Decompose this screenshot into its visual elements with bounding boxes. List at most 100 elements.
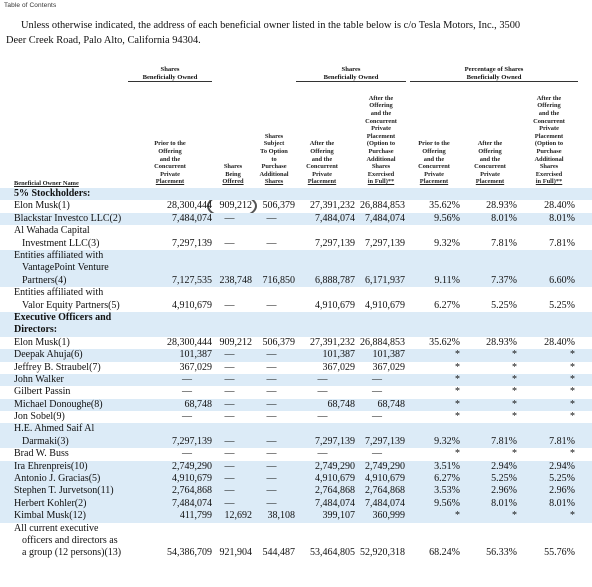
column-header-line: Being [225,170,241,178]
column-header-line: Offering [537,102,561,110]
owner-name: Ira Ehrenpreis(10) [14,461,154,473]
cell-col-2: — [224,398,235,410]
owner-name-line: Kimbal Musk(12) [14,510,86,522]
column-header-line: Purchase [536,147,562,155]
intro-line-2: Deer Creek Road, Palo Alto, California 9… [6,35,201,46]
cell-col-2: 12,692 [224,510,253,522]
owner-name-line: VantagePoint Venture [22,262,109,274]
column-header-line: Concurrent [474,163,506,171]
owner-name: Deepak Ahuja(6) [14,349,154,361]
owner-name: Kimbal Musk(12) [14,510,154,522]
column-header-line: Concurrent [154,163,186,171]
cell-col-2: 921,904 [219,547,253,559]
cell-col-8: 7.81% [549,237,575,249]
owner-name-line: officers and directors as [22,535,118,547]
cell-col-6: * [455,448,460,460]
cell-col-1: 28,300,444 [167,200,212,212]
cell-col-1: 2,749,290 [172,460,212,472]
cell-col-1: — [182,373,192,385]
table-row: Ira Ehrenpreis(10) 2,749,290 — — 2,749,290 2,… [0,460,592,474]
cell-col-6: 9.56% [434,497,460,509]
owner-name-line: Al Wahada Capital [14,225,90,237]
cell-col-7: * [512,398,517,410]
owner-name-line: Entities affiliated with [14,287,104,299]
owner-name: 5% Stockholders: [14,188,154,200]
table-row: Kimbal Musk(12) 411,799 12,692 38,108 399,10… [0,510,592,523]
cell-col-3: 506,379 [262,336,296,348]
cell-col-6: * [455,349,460,361]
cell-col-4: 27,391,232 [310,200,355,212]
owner-name-line: Elon Musk(1) [14,200,70,212]
column-header-line: Private [160,170,180,178]
owner-name: Entities affiliated with VantagePoint Ven… [14,250,154,287]
cell-col-6: 68.24% [429,547,460,559]
column-header-line: Placement [307,178,337,186]
column-header-line: Placement [475,178,505,186]
cell-col-5: 4,910,679 [365,299,405,311]
cell-col-3: — [266,386,277,398]
column-header-line: Additional [259,170,289,178]
cell-col-4: — [317,411,328,423]
cell-col-3: 506,379 [262,200,296,212]
cell-col-1: 367,029 [179,361,213,373]
cell-col-4: 68,748 [327,398,356,410]
column-header-line: Private [480,170,500,178]
table-row: Elon Musk(1) 28,300,444 909,212 506,379 27,3… [0,337,592,349]
cell-col-2: — [224,448,235,460]
column-header-line: Concurrent [365,117,397,125]
cell-col-3: — [266,497,277,509]
cell-col-1: 7,484,074 [172,497,212,509]
owner-name-line: Stephen T. Jurvetson(11) [14,485,114,497]
table-row: Jeffrey B. Straubel(7) 367,029 — — 367,029 36… [0,362,592,374]
cell-col-4: — [317,386,328,398]
table-row: Entities affiliated with Valor Equity Par… [0,287,592,312]
column-header-7: After the Offering and the Concurrent Privat… [462,140,518,186]
column-header-line: and the [159,155,181,163]
cell-col-4: 7,484,074 [315,497,355,509]
column-header-line: Prior to the [154,140,186,148]
cell-col-5: 101,387 [372,349,406,361]
column-header-line: Private [539,125,559,133]
owner-name: Elon Musk(1) [14,337,154,349]
group-header-line: Beneficially Owned [323,73,379,81]
cell-col-4: 7,297,139 [315,435,355,447]
table-row: All current executive officers and direct… [0,523,592,560]
owner-name-line: Entities affiliated with [14,249,104,261]
owner-name-line: Herbert Kohler(2) [14,497,87,509]
owner-name: Stephen T. Jurvetson(11) [14,485,154,497]
owner-header: Beneficial Owner Name [14,180,79,187]
owner-name-line: Blackstar Investco LLC(2) [14,212,122,224]
cell-col-3: — [266,373,277,385]
cell-col-1: 28,300,444 [167,336,212,348]
cell-col-1: 101,387 [179,349,213,361]
column-header-line: Placement [534,132,564,140]
cell-col-2: — [224,361,235,373]
cell-col-1: 68,748 [184,398,213,410]
owner-name: Gilbert Passin [14,386,154,398]
cell-col-2: — [224,473,235,485]
column-header-5: After the Offering and the Concurrent Privat… [355,95,407,186]
cell-col-8: 28.40% [544,336,575,348]
cell-col-3: 716,850 [262,274,296,286]
owner-name: John Walker [14,374,154,386]
column-header-line: (Option to [534,140,564,148]
cell-col-5: 2,764,868 [365,485,405,497]
column-header-line: After the [309,140,335,148]
column-header-line: Offered [222,178,244,186]
column-header-line: After the [536,94,562,102]
owner-name: Brad W. Buss [14,448,154,460]
cell-col-3: — [266,212,277,224]
table-of-contents-label: Table of Contents [4,2,57,9]
table-row: Herbert Kohler(2) 7,484,074 — — 7,484,074 7,4… [0,497,592,511]
cell-col-2: — [224,212,235,224]
cell-col-2: — [224,435,235,447]
cell-col-2: — [224,497,235,509]
cell-col-7: 56.33% [486,547,517,559]
column-header-line: Private [371,125,391,133]
cell-col-8: * [570,349,575,361]
cell-col-5: 2,749,290 [365,460,405,472]
group-header-line: Shares [341,66,361,73]
cell-col-5: 68,748 [377,398,406,410]
column-header-line: Concurrent [418,163,450,171]
cell-col-7: 8.01% [491,212,517,224]
